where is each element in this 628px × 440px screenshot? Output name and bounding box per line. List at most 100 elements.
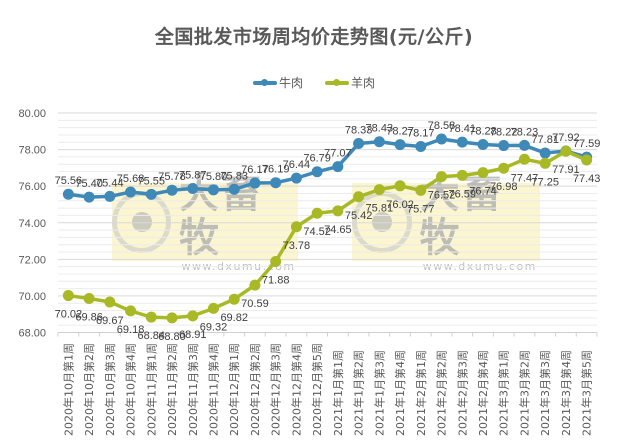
data-point-marker[interactable] [518,153,530,165]
data-point-marker[interactable] [62,290,74,302]
data-label: 78.43 [366,123,394,135]
data-label: 77.91 [552,164,580,176]
data-point-marker[interactable] [498,140,510,152]
data-point-marker[interactable] [394,180,406,192]
data-label: 69.86 [75,311,103,323]
data-point-marker[interactable] [311,207,323,219]
data-label: 68.84 [138,330,166,342]
data-label: 68.91 [179,329,207,341]
data-point-marker[interactable] [415,184,427,196]
data-label: 77.81 [531,134,559,146]
data-point-marker[interactable] [145,311,157,323]
data-point-marker[interactable] [415,140,427,152]
data-label: 78.33 [345,125,373,137]
data-point-marker[interactable] [249,177,261,189]
data-label: 73.78 [283,240,311,252]
data-point-marker[interactable] [477,167,489,179]
x-tick-label: 2020年11月第4周 [206,343,220,436]
data-label: 75.83 [220,170,248,182]
x-tick-label: 2020年12月第1周 [227,343,241,436]
chart-legend: 牛肉 羊肉 [0,74,628,91]
data-point-marker[interactable] [436,171,448,183]
data-point-marker[interactable] [518,139,530,151]
data-point-marker[interactable] [62,188,74,200]
data-label: 68.80 [158,331,186,343]
x-tick-label: 2020年12月第2周 [248,343,262,436]
data-label: 75.87 [179,170,207,182]
data-label: 75.40 [75,178,103,190]
x-tick-label: 2021年2月第2周 [435,350,449,436]
data-label: 75.55 [138,175,166,187]
y-tick-label: 78.00 [18,145,46,157]
watermark-url: www.dxumu.com [181,259,296,273]
x-tick-label: 2020年11月第3周 [186,343,200,436]
data-point-marker[interactable] [332,161,344,173]
x-tick-label: 2020年10月第3周 [103,343,117,436]
x-tick-label: 2020年12月第3周 [269,343,283,436]
data-point-marker[interactable] [456,169,468,181]
data-label: 75.80 [200,171,228,183]
data-point-marker[interactable] [353,138,365,150]
data-point-marker[interactable] [249,279,261,291]
data-point-marker[interactable] [187,183,199,195]
data-point-marker[interactable] [560,145,572,157]
data-point-marker[interactable] [290,221,302,233]
x-tick-label: 2021年3月第2周 [517,350,531,436]
x-tick-label: 2021年3月第5周 [580,350,594,436]
data-label: 77.59 [573,138,601,150]
data-point-marker[interactable] [207,184,219,196]
x-tick-label: 2020年12月第4周 [289,343,303,436]
data-point-marker[interactable] [270,177,282,189]
data-point-marker[interactable] [581,154,593,166]
data-point-marker[interactable] [228,293,240,305]
data-point-marker[interactable] [311,166,323,178]
data-label: 74.52 [303,226,331,238]
data-label: 77.25 [531,176,559,188]
data-label: 69.67 [96,315,124,327]
data-point-marker[interactable] [539,157,551,169]
data-label: 76.79 [303,153,331,165]
data-point-marker[interactable] [83,292,95,304]
data-point-marker[interactable] [353,191,365,203]
data-label: 77.07 [324,148,352,160]
data-point-marker[interactable] [477,138,489,150]
data-point-marker[interactable] [207,302,219,314]
data-point-marker[interactable] [270,256,282,268]
data-point-marker[interactable] [166,184,178,196]
data-point-marker[interactable] [456,136,468,148]
data-point-marker[interactable] [83,191,95,203]
legend-swatch-lamb-icon [325,78,349,86]
data-label: 75.81 [366,203,394,215]
x-tick-label: 2021年1月第3周 [372,350,386,436]
data-label: 76.52 [428,190,456,202]
data-point-marker[interactable] [290,172,302,184]
data-point-marker[interactable] [539,147,551,159]
data-label: 77.43 [573,173,601,185]
data-label: 75.68 [117,173,145,185]
data-point-marker[interactable] [394,139,406,151]
data-point-marker[interactable] [332,205,344,217]
data-point-marker[interactable] [125,305,137,317]
data-label: 69.32 [200,321,228,333]
data-label: 76.17 [241,164,269,176]
series-lamb: 70.0269.8669.6769.1868.8468.8068.9169.32… [55,145,601,343]
data-point-marker[interactable] [125,186,137,198]
x-tick-label: 2020年11月第2周 [165,343,179,436]
data-point-marker[interactable] [228,183,240,195]
data-point-marker[interactable] [166,312,178,324]
data-point-marker[interactable] [373,136,385,148]
data-point-marker[interactable] [187,310,199,322]
y-tick-label: 70.00 [18,291,46,303]
data-point-marker[interactable] [498,162,510,174]
data-point-marker[interactable] [373,184,385,196]
watermark-url: www.dxumu.com [422,259,537,273]
data-point-marker[interactable] [104,190,116,202]
data-point-marker[interactable] [104,296,116,308]
data-point-marker[interactable] [436,133,448,145]
data-label: 78.58 [428,120,456,132]
data-label: 77.47 [511,172,539,184]
data-point-marker[interactable] [145,188,157,200]
x-tick-label: 2021年2月第3周 [455,350,469,436]
x-tick-label: 2020年10月第1周 [61,343,75,436]
